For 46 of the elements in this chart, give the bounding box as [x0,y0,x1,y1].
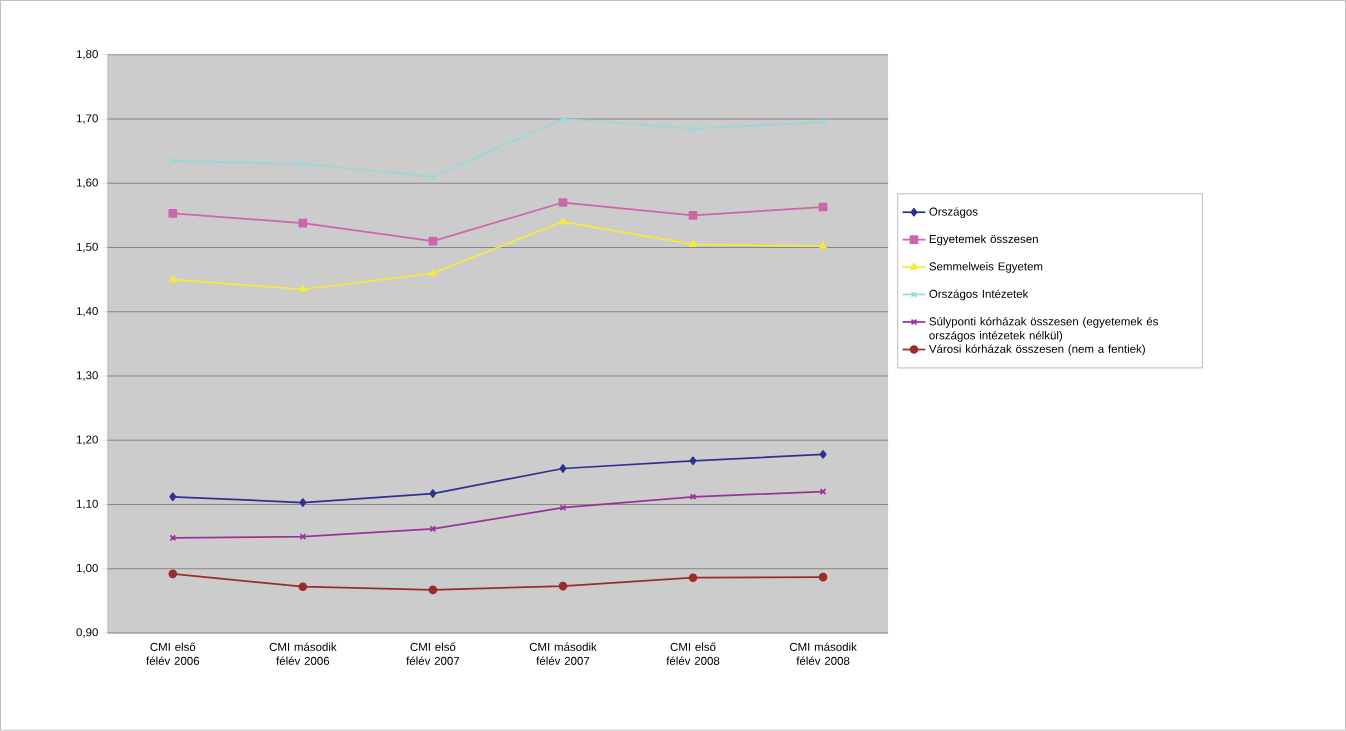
point [298,285,307,292]
x-tick-label: CMI második félév 2007 [529,642,597,666]
point [168,209,178,218]
x-tick-label: CMI első félév 2008 [666,642,720,666]
point [168,275,177,283]
legend-label: Országos Intézetek [929,289,1029,301]
x-tick-label: CMI második félév 2006 [269,642,337,666]
x-tick-label: CMI első félév 2006 [146,642,200,666]
legend-label: Semmelweis Egyetem [929,262,1043,273]
legend-label: Súlyponti kórházak összesen (egyetemek és országos intézetek nélkül) [929,317,1158,342]
point [429,268,437,276]
legend-label: Országos [929,207,978,219]
y-tick-label: 1,40 [76,307,98,317]
point [428,585,438,595]
point [559,217,567,225]
x-tick-label: CMI második félév 2008 [789,642,857,666]
point [689,240,697,248]
point [818,572,828,582]
y-tick-label: 1,50 [76,242,98,253]
y-tick-label: 1,00 [76,564,98,574]
y-tick-label: 1,70 [76,114,98,124]
point [558,581,568,591]
point [819,242,827,249]
y-tick-label: 1,20 [76,435,98,446]
point [558,198,568,207]
point [688,211,698,220]
point [169,492,177,502]
x-tick-label: CMI első félév 2007 [406,642,460,666]
y-tick-label: 1,30 [76,371,98,381]
point [689,456,697,466]
point [559,115,567,123]
point [429,525,437,533]
y-tick-label: 1,60 [76,178,98,189]
y-tick-label: 1,80 [76,50,98,60]
y-tick-label: 0,90 [76,628,98,638]
point [819,450,827,459]
legend-label: Városi kórházak összesen (nem a fentiek) [928,344,1145,356]
point [298,582,308,592]
point [299,498,307,508]
point [688,573,698,583]
point [299,160,307,168]
point [429,489,437,499]
point [168,569,178,579]
legend-label: Egyetemek összesen [929,234,1038,246]
point [559,464,567,473]
y-tick-label: 1,10 [76,499,98,510]
